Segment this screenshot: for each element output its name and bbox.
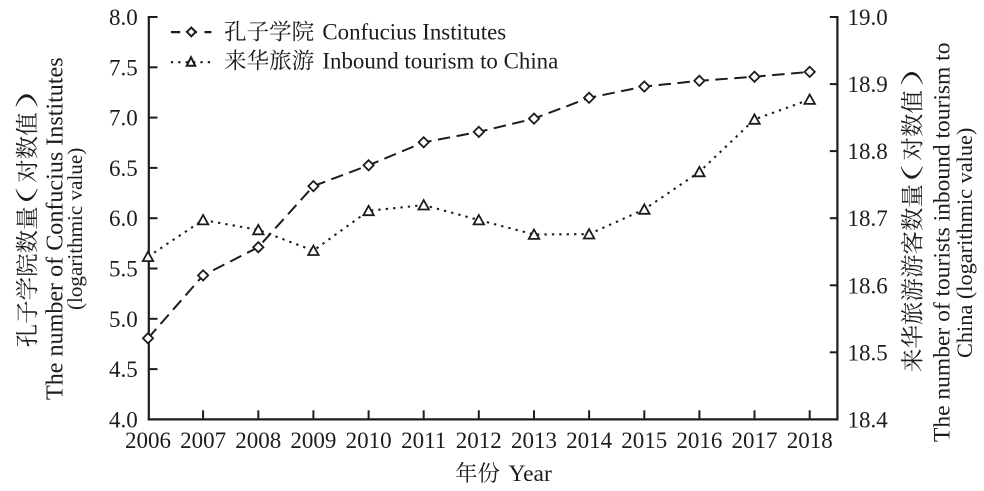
svg-text:2011: 2011 xyxy=(401,428,446,453)
svg-text:4.0: 4.0 xyxy=(109,407,138,432)
svg-text:6.0: 6.0 xyxy=(109,206,138,231)
svg-text:(logarithmic value): (logarithmic value) xyxy=(63,148,87,310)
svg-text:2012: 2012 xyxy=(456,428,502,453)
svg-text:2013: 2013 xyxy=(511,428,557,453)
svg-text:2015: 2015 xyxy=(621,428,667,453)
svg-text:2017: 2017 xyxy=(732,428,778,453)
svg-text:18.9: 18.9 xyxy=(848,72,888,97)
svg-text:2014: 2014 xyxy=(566,428,613,453)
svg-text:2008: 2008 xyxy=(235,428,281,453)
svg-text:Inbound tourism to China: Inbound tourism to China xyxy=(322,48,558,73)
svg-text:18.5: 18.5 xyxy=(848,340,888,365)
svg-text:The number of tourists inbound: The number of tourists inbound tourism t… xyxy=(929,43,955,442)
svg-text:The number of Confucius Instit: The number of Confucius Institutes xyxy=(42,57,68,400)
svg-text:6.5: 6.5 xyxy=(109,156,138,181)
svg-text:8.0: 8.0 xyxy=(109,5,138,30)
svg-text:5.5: 5.5 xyxy=(109,257,138,282)
svg-text:Confucius Institutes: Confucius Institutes xyxy=(322,20,506,45)
svg-text:2006: 2006 xyxy=(125,428,171,453)
svg-text:18.8: 18.8 xyxy=(848,139,888,164)
svg-text:19.0: 19.0 xyxy=(848,5,888,30)
svg-text:2009: 2009 xyxy=(290,428,336,453)
svg-text:4.5: 4.5 xyxy=(109,357,138,382)
svg-text:5.0: 5.0 xyxy=(109,307,138,332)
svg-text:7.0: 7.0 xyxy=(109,106,138,131)
svg-text:2010: 2010 xyxy=(346,428,392,453)
svg-text:Year: Year xyxy=(509,461,552,486)
svg-text:China (logarithmic value): China (logarithmic value) xyxy=(952,128,977,358)
svg-text:2016: 2016 xyxy=(676,428,722,453)
svg-text:2018: 2018 xyxy=(787,428,833,453)
svg-text:2007: 2007 xyxy=(180,428,226,453)
svg-text:18.6: 18.6 xyxy=(848,273,888,298)
svg-text:18.7: 18.7 xyxy=(848,206,888,231)
svg-text:7.5: 7.5 xyxy=(109,55,138,80)
svg-text:18.4: 18.4 xyxy=(848,407,889,432)
